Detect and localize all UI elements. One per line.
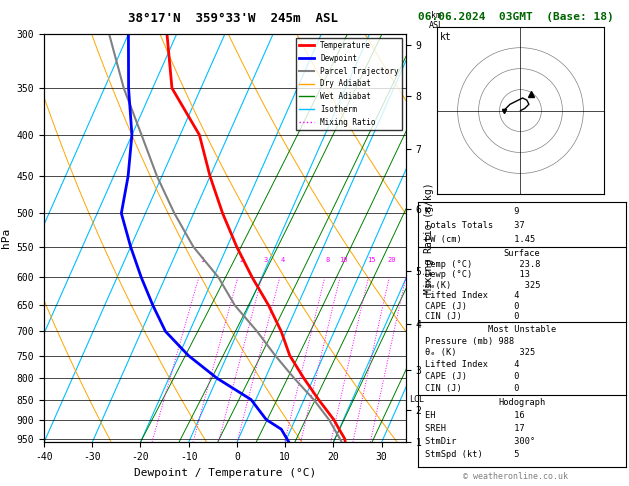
Text: CIN (J)          0: CIN (J) 0	[425, 383, 519, 393]
Y-axis label: hPa: hPa	[1, 228, 11, 248]
Text: 3: 3	[263, 258, 267, 263]
Text: 15: 15	[367, 258, 376, 263]
Text: km
ASL: km ASL	[429, 11, 444, 30]
Text: 20: 20	[387, 258, 396, 263]
Text: 8: 8	[326, 258, 330, 263]
Text: Lifted Index     4: Lifted Index 4	[425, 291, 519, 300]
Text: Dewp (°C)         13: Dewp (°C) 13	[425, 270, 530, 279]
Text: EH               16: EH 16	[425, 411, 524, 420]
Text: StmDir           300°: StmDir 300°	[425, 437, 535, 446]
Text: θₑ(K)              325: θₑ(K) 325	[425, 281, 540, 290]
Text: PW (cm)          1.45: PW (cm) 1.45	[425, 235, 535, 244]
Text: StmSpd (kt)      5: StmSpd (kt) 5	[425, 450, 519, 459]
Text: Temp (°C)         23.8: Temp (°C) 23.8	[425, 260, 540, 269]
Text: θₑ (K)            325: θₑ (K) 325	[425, 348, 535, 357]
Text: SREH             17: SREH 17	[425, 424, 524, 433]
Text: kt: kt	[440, 32, 452, 42]
Text: 2: 2	[239, 258, 243, 263]
Text: © weatheronline.co.uk: © weatheronline.co.uk	[464, 472, 568, 481]
Text: CAPE (J)         0: CAPE (J) 0	[425, 302, 519, 311]
Text: K                9: K 9	[425, 207, 519, 216]
Text: 06.06.2024  03GMT  (Base: 18): 06.06.2024 03GMT (Base: 18)	[418, 12, 614, 22]
Text: 10: 10	[338, 258, 347, 263]
Text: Pressure (mb) 988: Pressure (mb) 988	[425, 337, 514, 346]
Text: Hodograph: Hodograph	[498, 398, 546, 407]
Text: Surface: Surface	[504, 249, 540, 259]
Text: 1: 1	[200, 258, 204, 263]
Text: Most Unstable: Most Unstable	[488, 325, 556, 334]
Text: LCL: LCL	[409, 395, 425, 404]
Text: 38°17'N  359°33'W  245m  ASL: 38°17'N 359°33'W 245m ASL	[128, 12, 338, 25]
Text: Lifted Index     4: Lifted Index 4	[425, 360, 519, 369]
X-axis label: Dewpoint / Temperature (°C): Dewpoint / Temperature (°C)	[134, 468, 316, 478]
Legend: Temperature, Dewpoint, Parcel Trajectory, Dry Adiabat, Wet Adiabat, Isotherm, Mi: Temperature, Dewpoint, Parcel Trajectory…	[296, 38, 402, 130]
Text: 4: 4	[281, 258, 285, 263]
Text: CIN (J)          0: CIN (J) 0	[425, 312, 519, 321]
Y-axis label: Mixing Ratio (g/kg): Mixing Ratio (g/kg)	[424, 182, 434, 294]
Text: CAPE (J)         0: CAPE (J) 0	[425, 372, 519, 381]
Text: Totals Totals    37: Totals Totals 37	[425, 221, 524, 230]
